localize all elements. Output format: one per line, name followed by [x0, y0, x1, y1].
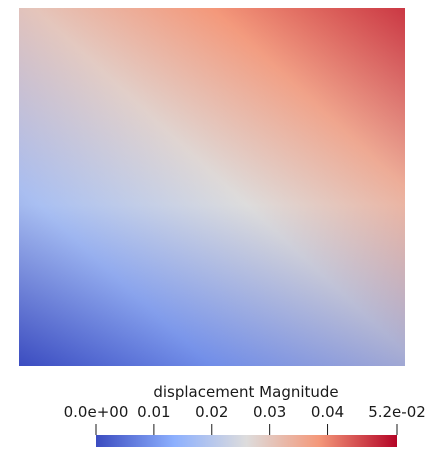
field-domain-overlay: [19, 8, 405, 366]
colorbar-tick-label: 0.03: [253, 403, 286, 421]
colorbar-tick-label: 0.04: [311, 403, 344, 421]
colorbar: displacement Magnitude 0.0e+00 0.01 0.02 0.…: [64, 383, 426, 447]
field-plot: [19, 8, 405, 366]
colorbar-tick-label: 0.01: [137, 403, 170, 421]
colorbar-title: displacement Magnitude: [153, 383, 338, 401]
colorbar-tick-label: 0.0e+00: [64, 403, 129, 421]
colorbar-tick-labels: 0.0e+00 0.01 0.02 0.03 0.04 5.2e-02: [64, 403, 426, 421]
colorbar-tick-marks: [95, 424, 398, 435]
colorbar-gradient: [96, 435, 397, 447]
colorbar-tick-label: 0.02: [195, 403, 228, 421]
colorbar-tick-label: 5.2e-02: [368, 403, 426, 421]
